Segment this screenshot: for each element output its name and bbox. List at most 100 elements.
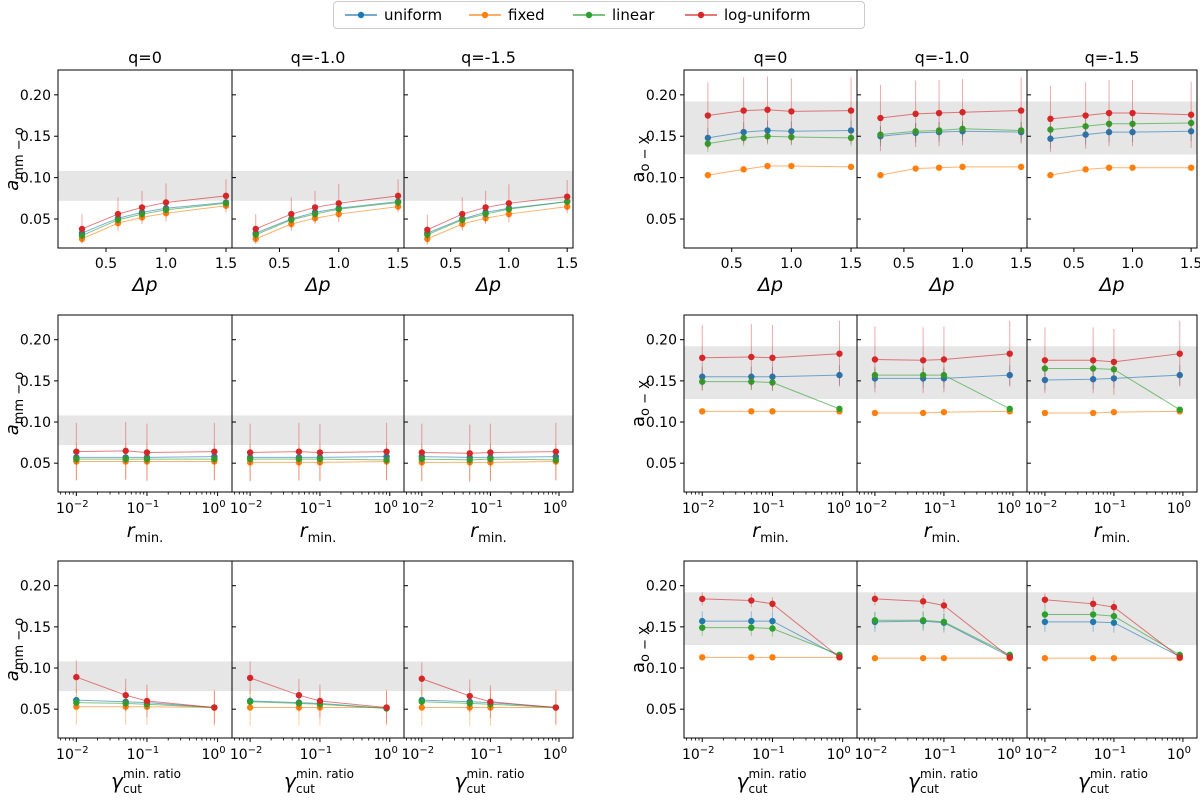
x-tick-exp: −2	[419, 745, 434, 756]
data-point-linear	[1089, 611, 1097, 618]
x-label-base: γ	[455, 769, 468, 793]
x-tick-exp: 0	[844, 499, 850, 510]
data-point-linear	[487, 455, 494, 463]
series-log-uniform	[246, 661, 390, 725]
axes-frame	[856, 314, 1028, 493]
series-linear	[424, 197, 571, 239]
reference-band	[232, 661, 404, 692]
x-axis-label: γ	[111, 769, 124, 793]
x-tick-label: 0.5	[268, 256, 290, 272]
x-tick-base: 10	[752, 747, 770, 763]
data-point-log-uniform	[138, 204, 146, 211]
x-axis-label: γ	[908, 769, 921, 793]
x-axis-label: rmin.	[1094, 520, 1130, 546]
y-tick-label: 0.20	[646, 579, 677, 595]
series-fixed	[704, 162, 855, 179]
data-point-log-uniform	[246, 674, 254, 682]
x-tick-label: 10−2	[230, 745, 263, 763]
x-tick-base: 10	[230, 747, 248, 763]
reference-band	[404, 415, 573, 446]
panel-left-dp-1: 0.5 1.0 1.5 q=-1.0 Δp	[231, 48, 409, 296]
x-tick-base: 10	[201, 747, 219, 763]
data-point-log-uniform	[877, 114, 884, 122]
data-point-linear	[1110, 612, 1118, 620]
x-tick-label: 100	[827, 499, 851, 517]
data-point-linear	[383, 456, 390, 464]
x-tick-exp: −1	[941, 499, 956, 510]
chart-left-dp: 0.05 0.10 0.15 0.20 0.5 1.0 1.5 q=0 Δp 0.5 1.0 1.5 q…	[2, 48, 578, 296]
data-point-linear	[73, 699, 80, 706]
series-line-linear	[76, 702, 215, 709]
data-point-linear	[122, 455, 129, 463]
x-tick-label: 10−2	[1025, 745, 1058, 763]
series-log-uniform	[246, 422, 390, 482]
series-fixed	[699, 408, 843, 415]
series-line-linear	[1044, 614, 1181, 656]
series-line-log-uniform	[249, 677, 387, 709]
x-tick-exp: −2	[872, 745, 887, 756]
axes-frame	[683, 69, 858, 249]
y-axis-label: amm − o	[2, 618, 27, 682]
data-point-uniform	[699, 373, 706, 380]
series-log-uniform	[1041, 320, 1183, 395]
x-tick-exp: 0	[219, 745, 225, 756]
legend-label-uniform: uniform	[384, 6, 443, 24]
series-fixed	[246, 443, 390, 481]
y-tick-label: 0.05	[20, 212, 51, 228]
data-point-linear	[246, 698, 254, 705]
y-label-sub: mm − o	[12, 618, 27, 670]
x-tick-exp: −1	[1111, 499, 1126, 510]
series-line-log-uniform	[702, 353, 840, 359]
data-point-linear	[748, 624, 755, 631]
data-point-fixed	[704, 171, 712, 179]
x-tick-label: 10−1	[300, 499, 333, 517]
reference-band	[857, 592, 1027, 645]
x-tick-exp: −1	[144, 745, 159, 756]
x-tick-label: 10−2	[56, 499, 89, 517]
series-line-linear	[421, 458, 556, 461]
x-tick-label: 0.5	[721, 256, 743, 272]
series-fixed	[877, 163, 1025, 179]
data-point-log-uniform	[316, 697, 324, 705]
x-label-base: γ	[111, 769, 124, 793]
x-tick-label: 1.0	[155, 256, 177, 272]
series-fixed	[1047, 164, 1195, 179]
series-linear	[246, 454, 390, 465]
data-point-linear	[769, 625, 776, 632]
data-point-linear	[252, 231, 259, 238]
data-point-linear	[73, 455, 80, 463]
data-point-linear	[919, 617, 927, 624]
x-tick-exp: −2	[74, 745, 89, 756]
x-tick-label: 10−2	[1025, 499, 1058, 517]
data-point-fixed	[748, 408, 755, 415]
x-axis-label: γ	[1078, 769, 1091, 793]
data-point-log-uniform	[552, 448, 560, 455]
series-linear	[1041, 360, 1183, 413]
series-line-uniform	[81, 201, 227, 234]
data-point-log-uniform	[505, 200, 513, 207]
data-point-log-uniform	[487, 698, 494, 705]
data-point-log-uniform	[1006, 350, 1013, 357]
data-point-log-uniform	[211, 704, 218, 711]
data-point-log-uniform	[1110, 603, 1118, 611]
data-point-linear	[704, 140, 712, 147]
data-point-log-uniform	[871, 356, 879, 363]
axes-frame	[57, 69, 233, 249]
data-point-log-uniform	[394, 192, 402, 200]
x-tick-label: 10−1	[127, 745, 160, 763]
data-point-fixed	[563, 203, 571, 210]
data-point-log-uniform	[143, 697, 151, 705]
x-tick-exp: −2	[872, 499, 887, 510]
x-tick-base: 10	[56, 501, 74, 517]
legend-label-log-uniform: log-uniform	[724, 6, 811, 24]
series-line-log-uniform	[874, 598, 1011, 658]
data-point-linear	[222, 200, 230, 207]
series-fixed	[252, 202, 402, 244]
data-point-fixed	[959, 163, 966, 171]
reference-band	[232, 415, 404, 446]
x-tick-base: 10	[300, 501, 318, 517]
x-tick-label: 10−1	[300, 745, 333, 763]
data-point-uniform	[1047, 135, 1054, 142]
